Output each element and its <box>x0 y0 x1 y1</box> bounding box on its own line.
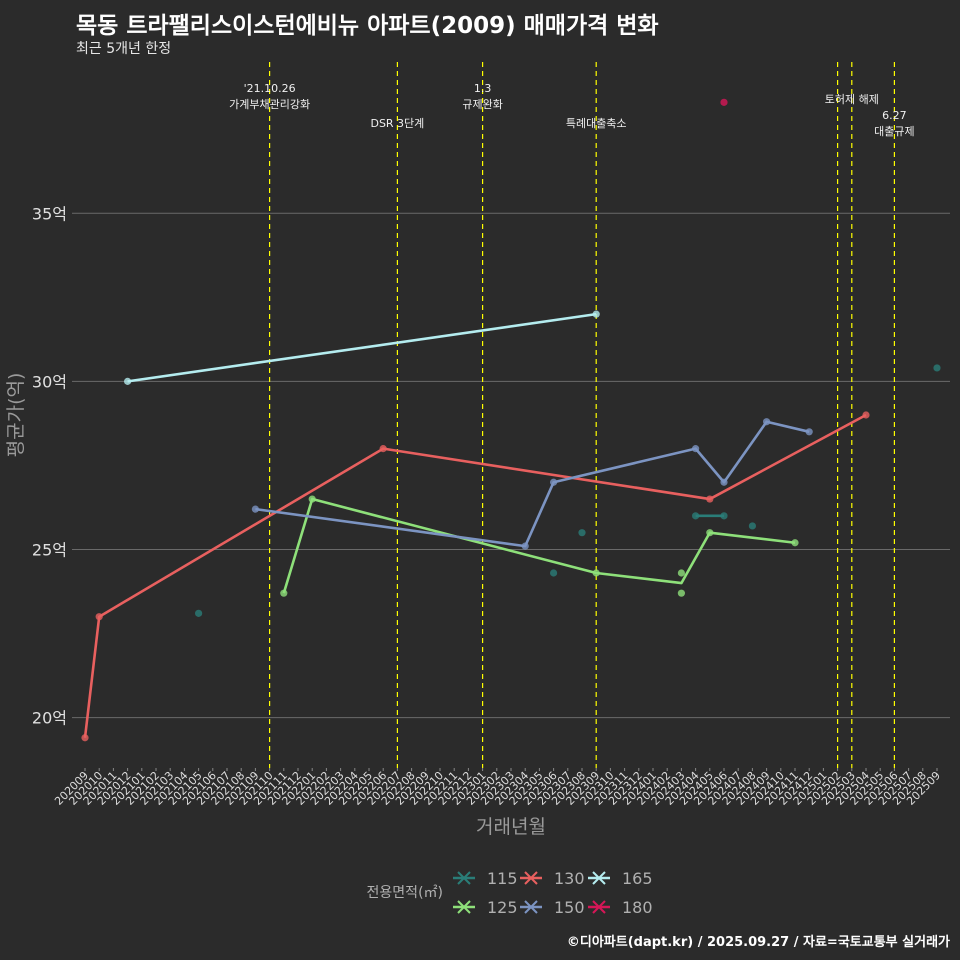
data-point-150 <box>805 428 813 436</box>
data-point-130 <box>862 411 870 419</box>
data-point-130 <box>379 445 387 453</box>
legend-swatch-cross <box>457 900 471 914</box>
x-axis-label: 거래년월 <box>476 816 546 838</box>
data-point-150 <box>763 418 771 426</box>
data-point-150 <box>550 478 558 486</box>
y-axis-label: 평균가(억) <box>5 373 27 458</box>
data-point-130 <box>81 734 89 742</box>
chart-title: 목동 트라팰리스이스턴에비뉴 아파트(2009) 매매가격 변화 <box>76 13 659 39</box>
data-point-150 <box>692 445 700 453</box>
data-point-165 <box>592 310 600 318</box>
event-label: 6.27 대출규제 <box>874 109 914 138</box>
event-label: 1.3 규제완화 <box>462 82 502 111</box>
data-point-115 <box>550 569 558 577</box>
data-point-125 <box>791 539 799 547</box>
legend-title: 전용면적(㎡) <box>367 885 443 901</box>
legend-swatch-cross <box>592 900 606 914</box>
series-line-165 <box>127 312 597 383</box>
legend-label-125: 125 <box>487 898 518 917</box>
chart-subtitle: 최근 5개년 한정 <box>76 41 172 57</box>
event-label: 특례대출축소 <box>566 117 627 130</box>
series-line-130 <box>83 413 867 738</box>
data-point-115 <box>933 364 941 372</box>
legend-label-180: 180 <box>622 898 653 917</box>
data-point-180 <box>720 98 728 106</box>
data-point-115 <box>748 522 757 530</box>
series-line-125 <box>282 497 796 594</box>
legend-swatch-cross <box>524 900 538 914</box>
data-point-115 <box>578 529 586 537</box>
y-tick-label: 35억 <box>32 204 67 223</box>
y-tick-label: 25억 <box>32 540 67 559</box>
data-point-115 <box>720 512 728 520</box>
data-point-125 <box>677 569 686 577</box>
data-point-165 <box>124 377 132 385</box>
data-point-125 <box>592 569 600 577</box>
data-point-125 <box>308 495 316 503</box>
data-point-115 <box>692 512 700 520</box>
event-label: DSR 3단계 <box>370 117 424 130</box>
data-point-115 <box>195 609 203 617</box>
data-point-150 <box>251 505 259 513</box>
legend-swatch-cross <box>524 871 538 885</box>
data-point-125 <box>280 589 288 597</box>
legend-label-165: 165 <box>622 869 653 888</box>
event-label: '21.10.26 가계부채관리강화 <box>229 82 310 111</box>
legend-label-115: 115 <box>487 869 518 888</box>
data-point-125 <box>706 529 714 537</box>
legend-label-150: 150 <box>554 898 585 917</box>
data-point-130 <box>706 495 714 503</box>
data-point-150 <box>521 542 529 550</box>
data-point-125 <box>677 589 686 597</box>
event-label: 토허제 해제 <box>825 92 879 106</box>
source-caption: ©디아파트(dapt.kr) / 2025.09.27 / 자료=국토교통부 실… <box>566 935 950 950</box>
legend-label-130: 130 <box>554 869 585 888</box>
legend-swatch-cross <box>457 871 471 885</box>
y-tick-label: 30억 <box>32 372 67 391</box>
y-tick-label: 20억 <box>32 709 67 728</box>
legend-swatch-cross <box>592 871 606 885</box>
data-point-130 <box>95 613 103 621</box>
data-point-150 <box>720 478 728 486</box>
